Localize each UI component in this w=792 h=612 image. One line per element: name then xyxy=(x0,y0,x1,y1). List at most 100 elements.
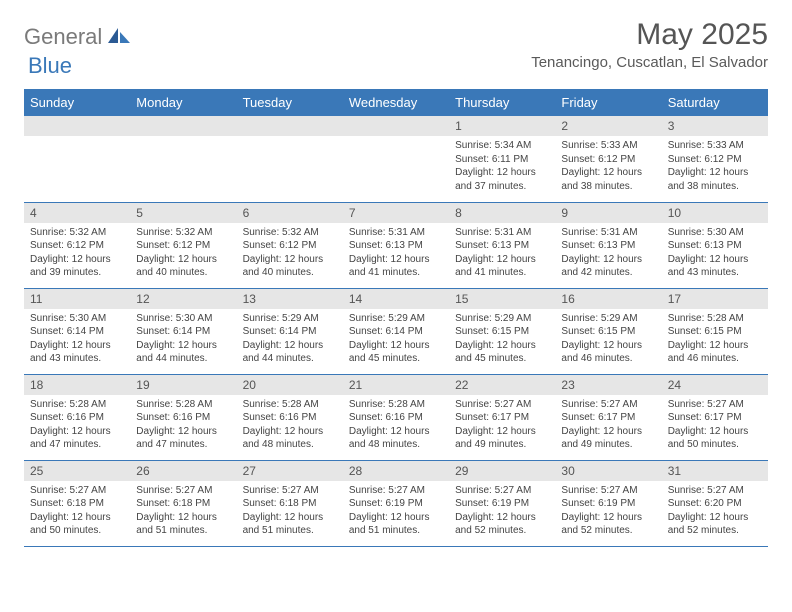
day-number: 1 xyxy=(449,116,555,136)
calendar-cell: 15Sunrise: 5:29 AMSunset: 6:15 PMDayligh… xyxy=(449,288,555,374)
sunset-text: Sunset: 6:13 PM xyxy=(455,239,549,253)
day-number: 2 xyxy=(555,116,661,136)
daylight-line2: and 38 minutes. xyxy=(561,180,655,194)
daylight-line2: and 39 minutes. xyxy=(30,266,124,280)
brand-part2: Blue xyxy=(28,53,72,79)
sunrise-text: Sunrise: 5:27 AM xyxy=(561,398,655,412)
sunrise-text: Sunrise: 5:29 AM xyxy=(349,312,443,326)
day-header: Thursday xyxy=(449,89,555,116)
sunset-text: Sunset: 6:15 PM xyxy=(668,325,762,339)
day-data: Sunrise: 5:27 AMSunset: 6:18 PMDaylight:… xyxy=(24,481,130,542)
day-number: 21 xyxy=(343,375,449,395)
day-data: Sunrise: 5:32 AMSunset: 6:12 PMDaylight:… xyxy=(130,223,236,284)
day-data: Sunrise: 5:29 AMSunset: 6:15 PMDaylight:… xyxy=(555,309,661,370)
day-number: 27 xyxy=(237,461,343,481)
calendar-table: SundayMondayTuesdayWednesdayThursdayFrid… xyxy=(24,89,768,547)
sunset-text: Sunset: 6:14 PM xyxy=(136,325,230,339)
sunrise-text: Sunrise: 5:29 AM xyxy=(243,312,337,326)
day-data: Sunrise: 5:33 AMSunset: 6:12 PMDaylight:… xyxy=(662,136,768,197)
daylight-line1: Daylight: 12 hours xyxy=(668,166,762,180)
calendar-cell: 11Sunrise: 5:30 AMSunset: 6:14 PMDayligh… xyxy=(24,288,130,374)
day-data: Sunrise: 5:29 AMSunset: 6:14 PMDaylight:… xyxy=(343,309,449,370)
daylight-line1: Daylight: 12 hours xyxy=(136,511,230,525)
day-data: Sunrise: 5:30 AMSunset: 6:14 PMDaylight:… xyxy=(130,309,236,370)
location-subtitle: Tenancingo, Cuscatlan, El Salvador xyxy=(531,54,768,71)
calendar-cell: 20Sunrise: 5:28 AMSunset: 6:16 PMDayligh… xyxy=(237,374,343,460)
sunrise-text: Sunrise: 5:31 AM xyxy=(455,226,549,240)
sail-icon xyxy=(108,26,130,49)
daylight-line1: Daylight: 12 hours xyxy=(349,253,443,267)
daylight-line1: Daylight: 12 hours xyxy=(561,166,655,180)
sunset-text: Sunset: 6:19 PM xyxy=(349,497,443,511)
sunset-text: Sunset: 6:13 PM xyxy=(561,239,655,253)
daylight-line2: and 41 minutes. xyxy=(349,266,443,280)
sunrise-text: Sunrise: 5:27 AM xyxy=(455,398,549,412)
sunset-text: Sunset: 6:19 PM xyxy=(561,497,655,511)
sunrise-text: Sunrise: 5:32 AM xyxy=(136,226,230,240)
sunset-text: Sunset: 6:16 PM xyxy=(136,411,230,425)
daylight-line1: Daylight: 12 hours xyxy=(136,339,230,353)
daylight-line2: and 43 minutes. xyxy=(668,266,762,280)
sunset-text: Sunset: 6:14 PM xyxy=(30,325,124,339)
calendar-cell: 18Sunrise: 5:28 AMSunset: 6:16 PMDayligh… xyxy=(24,374,130,460)
day-number: 24 xyxy=(662,375,768,395)
day-number: 9 xyxy=(555,203,661,223)
day-number: 31 xyxy=(662,461,768,481)
calendar-cell: 31Sunrise: 5:27 AMSunset: 6:20 PMDayligh… xyxy=(662,460,768,546)
sunrise-text: Sunrise: 5:29 AM xyxy=(561,312,655,326)
day-number: 10 xyxy=(662,203,768,223)
sunset-text: Sunset: 6:17 PM xyxy=(668,411,762,425)
sunset-text: Sunset: 6:14 PM xyxy=(243,325,337,339)
daylight-line1: Daylight: 12 hours xyxy=(561,511,655,525)
sunrise-text: Sunrise: 5:30 AM xyxy=(668,226,762,240)
daylight-line2: and 41 minutes. xyxy=(455,266,549,280)
sunrise-text: Sunrise: 5:28 AM xyxy=(136,398,230,412)
daylight-line1: Daylight: 12 hours xyxy=(243,425,337,439)
title-block: May 2025 Tenancingo, Cuscatlan, El Salva… xyxy=(531,18,768,71)
sunset-text: Sunset: 6:11 PM xyxy=(455,153,549,167)
sunset-text: Sunset: 6:16 PM xyxy=(30,411,124,425)
sunrise-text: Sunrise: 5:31 AM xyxy=(349,226,443,240)
day-number: 17 xyxy=(662,289,768,309)
day-number-empty xyxy=(237,116,343,136)
daylight-line1: Daylight: 12 hours xyxy=(349,425,443,439)
daylight-line2: and 48 minutes. xyxy=(243,438,337,452)
daylight-line1: Daylight: 12 hours xyxy=(561,339,655,353)
daylight-line2: and 52 minutes. xyxy=(561,524,655,538)
sunset-text: Sunset: 6:14 PM xyxy=(349,325,443,339)
day-data: Sunrise: 5:30 AMSunset: 6:14 PMDaylight:… xyxy=(24,309,130,370)
sunset-text: Sunset: 6:13 PM xyxy=(349,239,443,253)
daylight-line2: and 49 minutes. xyxy=(561,438,655,452)
brand-part1: General xyxy=(24,24,102,50)
daylight-line2: and 45 minutes. xyxy=(455,352,549,366)
day-header: Sunday xyxy=(24,89,130,116)
sunrise-text: Sunrise: 5:31 AM xyxy=(561,226,655,240)
sunset-text: Sunset: 6:12 PM xyxy=(30,239,124,253)
sunset-text: Sunset: 6:18 PM xyxy=(136,497,230,511)
day-data: Sunrise: 5:32 AMSunset: 6:12 PMDaylight:… xyxy=(24,223,130,284)
daylight-line1: Daylight: 12 hours xyxy=(349,511,443,525)
daylight-line2: and 45 minutes. xyxy=(349,352,443,366)
day-number: 19 xyxy=(130,375,236,395)
day-data: Sunrise: 5:27 AMSunset: 6:17 PMDaylight:… xyxy=(449,395,555,456)
daylight-line1: Daylight: 12 hours xyxy=(136,253,230,267)
sunrise-text: Sunrise: 5:27 AM xyxy=(136,484,230,498)
day-data: Sunrise: 5:27 AMSunset: 6:19 PMDaylight:… xyxy=(555,481,661,542)
calendar-cell: 19Sunrise: 5:28 AMSunset: 6:16 PMDayligh… xyxy=(130,374,236,460)
daylight-line2: and 38 minutes. xyxy=(668,180,762,194)
sunrise-text: Sunrise: 5:27 AM xyxy=(30,484,124,498)
daylight-line2: and 37 minutes. xyxy=(455,180,549,194)
sunset-text: Sunset: 6:15 PM xyxy=(561,325,655,339)
sunrise-text: Sunrise: 5:33 AM xyxy=(668,139,762,153)
day-data: Sunrise: 5:28 AMSunset: 6:16 PMDaylight:… xyxy=(237,395,343,456)
day-number: 30 xyxy=(555,461,661,481)
daylight-line2: and 44 minutes. xyxy=(243,352,337,366)
daylight-line1: Daylight: 12 hours xyxy=(668,253,762,267)
week-row: 1Sunrise: 5:34 AMSunset: 6:11 PMDaylight… xyxy=(24,116,768,202)
calendar-cell: 27Sunrise: 5:27 AMSunset: 6:18 PMDayligh… xyxy=(237,460,343,546)
day-number: 22 xyxy=(449,375,555,395)
sunset-text: Sunset: 6:18 PM xyxy=(30,497,124,511)
daylight-line1: Daylight: 12 hours xyxy=(561,425,655,439)
day-number-empty xyxy=(130,116,236,136)
day-number: 3 xyxy=(662,116,768,136)
